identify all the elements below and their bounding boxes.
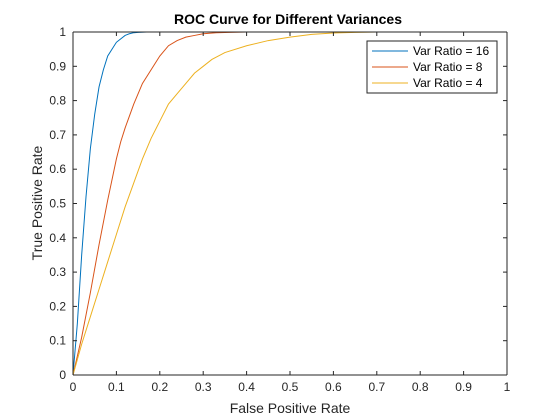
- legend-label-3: Var Ratio = 4: [413, 76, 483, 90]
- y-tick-label: 0.6: [49, 162, 66, 176]
- x-tick-label: 0.9: [455, 380, 472, 394]
- legend: Var Ratio = 16 Var Ratio = 8 Var Ratio = 4: [366, 40, 498, 94]
- x-tick-label: 0.4: [238, 380, 255, 394]
- x-axis-label: False Positive Rate: [230, 400, 351, 416]
- x-tick-label: 1: [504, 380, 511, 394]
- y-tick-label: 0.3: [49, 265, 66, 279]
- legend-label-2: Var Ratio = 8: [413, 60, 483, 74]
- x-tick-label: 0.8: [412, 380, 429, 394]
- y-tick-label: 0.2: [49, 299, 66, 313]
- x-tick-label: 0: [70, 380, 77, 394]
- x-tick-label: 0.7: [368, 380, 385, 394]
- legend-label-1: Var Ratio = 16: [413, 44, 489, 58]
- y-tick-label: 0.9: [49, 59, 66, 73]
- y-tick-label: 0.7: [49, 128, 66, 142]
- x-tick-label: 0.6: [325, 380, 342, 394]
- x-tick-label: 0.5: [282, 380, 299, 394]
- chart-title: ROC Curve for Different Variances: [174, 11, 402, 27]
- x-tick-label: 0.2: [151, 380, 168, 394]
- y-axis-label: True Positive Rate: [29, 145, 45, 260]
- y-tick-label: 0.4: [49, 231, 66, 245]
- x-tick-label: 0.1: [108, 380, 125, 394]
- y-tick-label: 0.8: [49, 94, 66, 108]
- series-line-3: [72, 31, 507, 376]
- x-tick-label: 0.3: [195, 380, 212, 394]
- y-tick-label: 0.5: [49, 197, 66, 211]
- y-tick-label: 0.1: [49, 334, 66, 348]
- y-tick-label: 1: [59, 25, 66, 39]
- y-tick-label: 0: [59, 368, 66, 382]
